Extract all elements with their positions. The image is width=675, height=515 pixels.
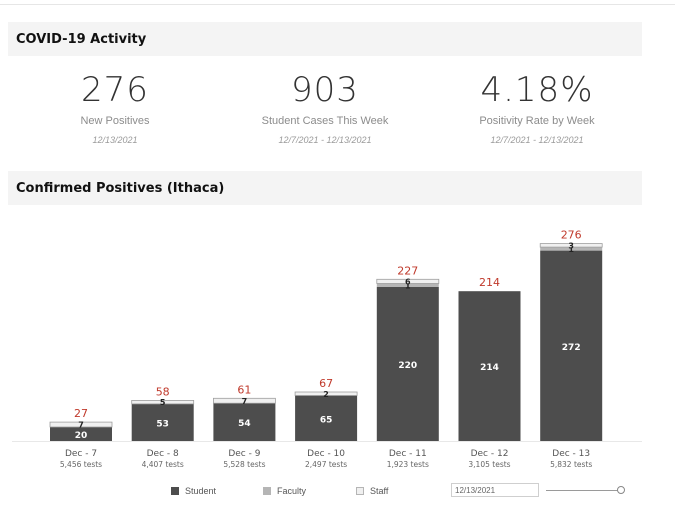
legend-label-student: Student: [185, 486, 217, 496]
kpi-positivity-rate: 4.18% Positivity Rate by Week 12/7/2021 …: [437, 70, 637, 145]
x-tests-label-5: 3,105 tests: [468, 460, 510, 469]
bar-value-faculty-4: 1: [405, 281, 411, 290]
covid-activity-header: COVID-19 Activity: [8, 22, 642, 56]
x-tests-label-6: 5,832 tests: [550, 460, 592, 469]
bar-staff-4: [376, 278, 440, 284]
date-slider-track[interactable]: [546, 490, 618, 491]
legend-swatch-staff: [356, 487, 364, 495]
bar-value-staff-1: 5: [160, 398, 166, 407]
bar-value-faculty-6: 1: [568, 245, 574, 254]
legend-label-faculty: Faculty: [277, 486, 307, 496]
bar-total-label-6: 276: [561, 229, 582, 242]
bar-student-1: [131, 403, 194, 441]
chart-legend: Student Faculty Staff: [0, 486, 675, 500]
bar-staff-0: [49, 421, 113, 428]
kpi-new-positives-date: 12/13/2021: [92, 135, 138, 145]
date-slider-handle[interactable]: [617, 486, 625, 494]
top-divider: [0, 0, 675, 5]
bar-total-label-4: 227: [397, 264, 418, 277]
kpi-new-positives-value: 276: [81, 70, 149, 110]
covid-activity-title: COVID-19 Activity: [16, 31, 147, 47]
bar-total-label-3: 67: [319, 377, 333, 390]
kpi-student-cases-week: 903 Student Cases This Week 12/7/2021 - …: [225, 70, 425, 145]
legend-label-staff: Staff: [370, 486, 389, 496]
bar-value-student-6: 272: [562, 343, 581, 353]
legend-item-student[interactable]: Student: [171, 486, 216, 496]
kpi-positivity-rate-label: Positivity Rate by Week: [479, 115, 595, 127]
x-tick-label-6: Dec - 13: [552, 449, 590, 459]
bar-student-0: [50, 427, 112, 441]
x-tests-label-4: 1,923 tests: [387, 460, 429, 469]
x-tick-label-3: Dec - 10: [307, 449, 345, 459]
bar-student-5: [458, 291, 521, 441]
bar-student-4: [376, 287, 439, 441]
bar-value-student-1: 53: [156, 419, 169, 429]
bar-staff-2: [212, 397, 276, 404]
kpi-positivity-rate-value: 4.18%: [480, 70, 594, 110]
kpi-new-positives-label: New Positives: [80, 115, 150, 127]
bar-value-student-2: 54: [238, 419, 251, 429]
bar-value-student-3: 65: [320, 415, 333, 425]
x-tick-label-5: Dec - 12: [471, 449, 509, 459]
legend-item-faculty[interactable]: Faculty: [263, 486, 306, 496]
bar-staff-6: [539, 243, 603, 248]
kpi-positivity-rate-date: 12/7/2021 - 12/13/2021: [490, 135, 584, 145]
x-tick-label-4: Dec - 11: [389, 449, 427, 459]
bar-student-3: [295, 395, 358, 441]
kpi-new-positives: 276 New Positives 12/13/2021: [15, 70, 215, 145]
bar-faculty-4: [376, 283, 439, 287]
bar-total-label-1: 58: [156, 385, 170, 398]
bar-total-label-2: 61: [237, 383, 251, 396]
legend-swatch-student: [171, 487, 179, 495]
date-filter-input[interactable]: [451, 483, 539, 497]
kpi-student-cases-date: 12/7/2021 - 12/13/2021: [278, 135, 372, 145]
x-tick-label-0: Dec - 7: [65, 449, 97, 459]
bar-staff-1: [131, 399, 195, 405]
kpi-student-cases-value: 903: [291, 70, 359, 110]
bar-student-6: [540, 250, 603, 441]
bar-total-label-5: 214: [479, 276, 500, 289]
legend-item-staff[interactable]: Staff: [356, 486, 388, 496]
bar-student-2: [213, 403, 276, 441]
bar-value-staff-0: 7: [78, 421, 84, 430]
x-tick-label-1: Dec - 8: [147, 449, 179, 459]
x-tests-label-2: 5,528 tests: [223, 460, 265, 469]
bar-faculty-6: [540, 247, 603, 251]
bar-value-staff-4: 6: [405, 277, 411, 286]
bar-value-staff-3: 2: [323, 390, 329, 399]
x-tests-label-3: 2,497 tests: [305, 460, 347, 469]
bar-total-label-0: 27: [74, 407, 88, 420]
x-tests-label-0: 5,456 tests: [60, 460, 102, 469]
legend-swatch-faculty: [263, 487, 271, 495]
bar-value-staff-2: 7: [242, 397, 248, 406]
kpi-student-cases-label: Student Cases This Week: [261, 115, 389, 127]
bar-value-staff-6: 3: [568, 241, 574, 250]
x-tick-label-2: Dec - 9: [228, 449, 260, 459]
x-tests-label-1: 4,407 tests: [142, 460, 184, 469]
bar-value-student-4: 220: [398, 361, 417, 371]
confirmed-positives-header: Confirmed Positives (Ithaca): [8, 171, 642, 205]
bar-staff-3: [294, 391, 358, 396]
bar-value-student-0: 20: [75, 431, 88, 441]
confirmed-positives-title: Confirmed Positives (Ithaca): [16, 180, 225, 196]
bar-value-student-5: 214: [480, 363, 499, 373]
